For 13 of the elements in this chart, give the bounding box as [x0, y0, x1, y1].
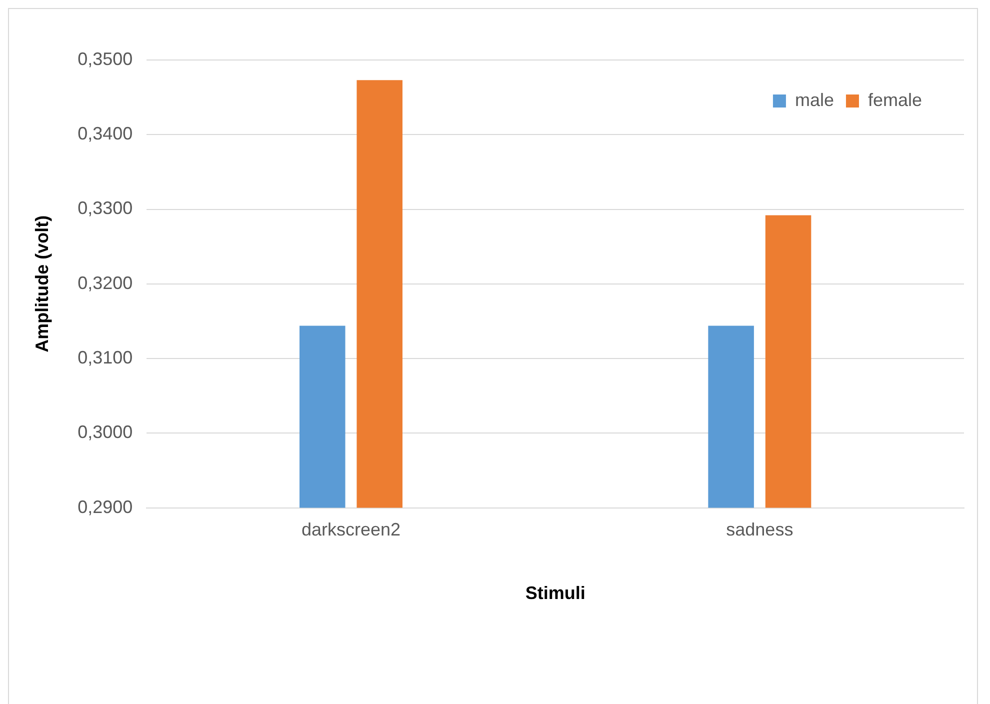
y-tick-label: 0,3300 — [78, 198, 133, 218]
y-tick-label: 0,3400 — [78, 124, 133, 144]
x-axis-title: Stimuli — [525, 583, 586, 604]
x-tick-label: sadness — [726, 520, 794, 540]
y-tick-label: 0,3000 — [78, 422, 133, 442]
y-axis-title: Amplitude (volt) — [32, 215, 52, 352]
y-tick-label: 0,3500 — [78, 48, 133, 69]
y-tick-label: 0,3100 — [78, 348, 133, 368]
y-tick-label: 0,2900 — [78, 496, 133, 517]
x-tick-label: darkscreen2 — [301, 520, 401, 540]
legend-label: male — [794, 90, 834, 110]
y-tick-label: 0,3200 — [78, 272, 133, 293]
legend-label: female — [868, 90, 922, 110]
